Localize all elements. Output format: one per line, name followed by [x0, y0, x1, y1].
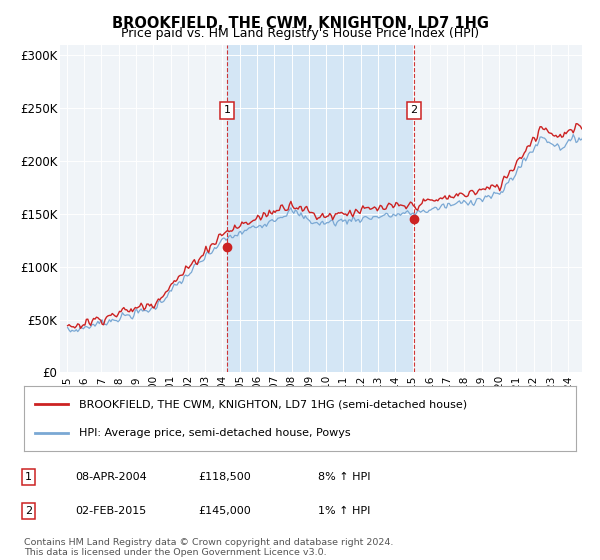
Text: £118,500: £118,500: [198, 472, 251, 482]
Text: 2: 2: [25, 506, 32, 516]
Text: BROOKFIELD, THE CWM, KNIGHTON, LD7 1HG (semi-detached house): BROOKFIELD, THE CWM, KNIGHTON, LD7 1HG (…: [79, 399, 467, 409]
Text: HPI: Average price, semi-detached house, Powys: HPI: Average price, semi-detached house,…: [79, 428, 351, 438]
Text: £145,000: £145,000: [198, 506, 251, 516]
Text: Price paid vs. HM Land Registry's House Price Index (HPI): Price paid vs. HM Land Registry's House …: [121, 27, 479, 40]
Text: BROOKFIELD, THE CWM, KNIGHTON, LD7 1HG: BROOKFIELD, THE CWM, KNIGHTON, LD7 1HG: [112, 16, 488, 31]
Text: 1% ↑ HPI: 1% ↑ HPI: [318, 506, 370, 516]
Text: 02-FEB-2015: 02-FEB-2015: [75, 506, 146, 516]
Text: 1: 1: [224, 105, 230, 115]
Text: 8% ↑ HPI: 8% ↑ HPI: [318, 472, 371, 482]
Text: 1: 1: [25, 472, 32, 482]
Bar: [227, 45, 414, 372]
Text: 08-APR-2004: 08-APR-2004: [75, 472, 147, 482]
Text: 2: 2: [410, 105, 418, 115]
Text: Contains HM Land Registry data © Crown copyright and database right 2024.
This d: Contains HM Land Registry data © Crown c…: [24, 538, 394, 557]
